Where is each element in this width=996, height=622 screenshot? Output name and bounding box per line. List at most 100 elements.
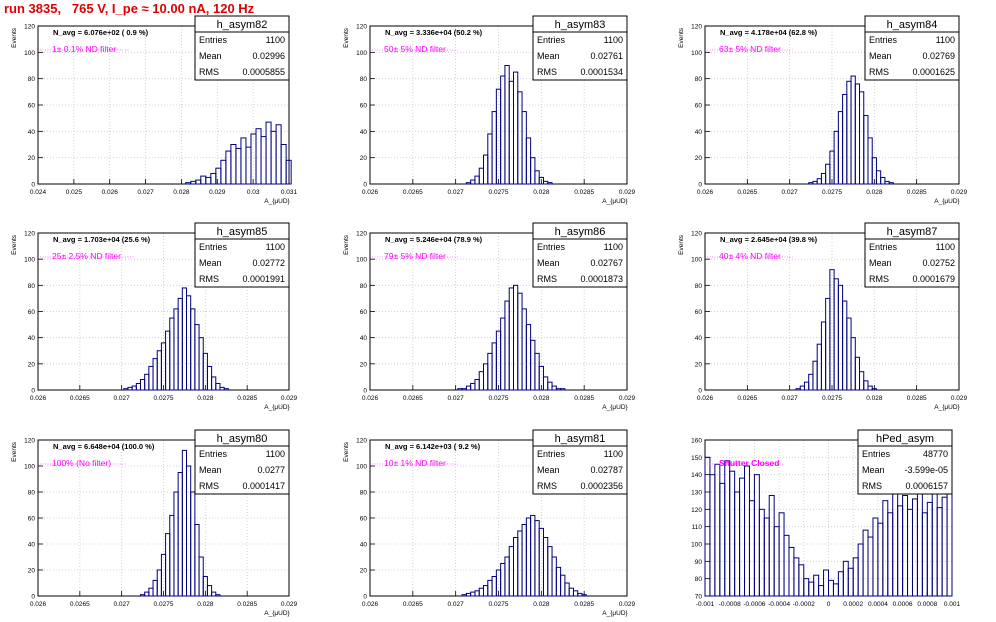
histogram-bar <box>842 560 849 597</box>
histogram-bar <box>210 172 217 185</box>
histogram-bar <box>768 494 775 597</box>
stats-box <box>532 15 628 81</box>
y-tick-label: 80 <box>360 490 368 497</box>
y-tick-label: 40 <box>360 129 368 136</box>
y-tick-label: 20 <box>695 361 703 368</box>
histogram-bar <box>850 75 856 185</box>
histogram-bar <box>744 465 750 597</box>
stats-value-mean: 0.02769 <box>922 51 955 61</box>
histogram-bar <box>714 463 721 597</box>
x-tick-label: 0.0275 <box>489 395 509 402</box>
stats-value-mean: 0.02761 <box>590 51 623 61</box>
x-axis-title: A_{μUD} <box>602 610 628 617</box>
stats-key-mean: Mean <box>537 465 560 475</box>
filter-label: 63± 5% ND filter <box>719 44 781 54</box>
stats-box <box>532 429 628 495</box>
stats-value-rms: 0.0001417 <box>242 481 285 491</box>
histogram-bar <box>470 591 476 597</box>
x-tick-label: 0.026 <box>102 189 119 196</box>
x-tick-label: 0.0275 <box>154 601 174 608</box>
histogram-bar <box>206 585 213 597</box>
histogram-bar <box>198 337 204 391</box>
y-tick-label: 20 <box>360 361 368 368</box>
stats-value-rms: 0.0005855 <box>242 67 285 77</box>
histogram-bar <box>169 514 175 597</box>
histogram-bar <box>152 579 158 597</box>
histogram-name: h_asym83 <box>555 19 606 31</box>
x-tick-label: -0.001 <box>696 601 715 608</box>
y-tick-label: 160 <box>691 438 702 445</box>
histogram-bar <box>215 167 222 185</box>
x-tick-label: 0.0275 <box>489 189 509 196</box>
histogram-bar <box>525 137 532 185</box>
stats-box <box>857 429 953 495</box>
histogram-bar <box>812 180 818 185</box>
histogram-bar <box>887 512 894 597</box>
histogram-bar <box>884 180 890 185</box>
x-tick-label: 0.0285 <box>574 395 594 402</box>
histogram-bar <box>508 287 514 391</box>
filter-label: 50± 5% ND filter <box>384 44 446 54</box>
x-tick-label: 0.026 <box>362 395 379 402</box>
x-tick-label: 0.029 <box>281 601 298 608</box>
histogram-bar <box>521 524 527 597</box>
histogram-bar <box>483 585 489 597</box>
histogram-bar <box>803 381 810 391</box>
panel-h_asym80: 0.026 0.0265 0.027 0.0275 0.028 0.0285 0.029 0 2… <box>11 429 298 617</box>
histogram-bar <box>517 292 523 391</box>
histogram-bar <box>820 172 827 185</box>
histogram-bar <box>825 297 831 391</box>
x-tick-label: 0.0265 <box>70 601 90 608</box>
x-tick-label: 0.028 <box>866 189 883 196</box>
stats-key-entries: Entries <box>537 449 566 459</box>
x-tick-label: 0.027 <box>137 189 154 196</box>
histogram-bar <box>926 501 933 597</box>
x-axis-title: A_{μUD} <box>934 404 960 411</box>
histogram-bar <box>235 147 242 185</box>
stats-key-rms: RMS <box>199 481 219 491</box>
stats-value-rms: 0.0001679 <box>912 274 955 284</box>
histogram-bar <box>816 343 822 391</box>
histogram-bar <box>816 178 822 185</box>
histogram-name: h_asym84 <box>887 19 938 31</box>
y-tick-label: 60 <box>360 309 368 316</box>
x-tick-label: 0.027 <box>114 395 131 402</box>
filter-label: 40± 4% ND filter <box>719 251 781 261</box>
histogram-bar <box>847 567 854 597</box>
y-axis-title: Events <box>11 441 18 462</box>
histogram-bar <box>833 278 839 391</box>
n-avg-label: N_avg = 1.703e+04 (25.6 %) <box>53 235 151 244</box>
y-axis-title: Events <box>11 234 18 255</box>
x-tick-label: 0.027 <box>448 395 465 402</box>
stats-value-mean: 0.02752 <box>922 258 955 268</box>
y-tick-label: 140 <box>691 472 702 479</box>
y-tick-label: 40 <box>360 335 368 342</box>
histogram-name: h_asym81 <box>555 433 606 445</box>
stats-key-entries: Entries <box>537 242 566 252</box>
x-tick-label: -0.0006 <box>743 601 765 608</box>
x-tick-label: 0.0275 <box>489 601 509 608</box>
histogram-bar <box>194 524 200 597</box>
y-tick-label: 100 <box>356 257 367 264</box>
histogram-bar <box>483 363 489 391</box>
filter-label: 1± 0.1% ND filter <box>52 44 116 54</box>
histogram-bar <box>854 356 861 391</box>
histogram-bar <box>888 182 894 185</box>
histogram-bar <box>538 527 544 597</box>
x-axis-title: A_{μUD} <box>602 198 628 205</box>
y-tick-label: 120 <box>691 231 702 238</box>
y-tick-label: 20 <box>28 568 36 575</box>
x-tick-label: 0.029 <box>951 395 968 402</box>
stats-key-entries: Entries <box>537 35 566 45</box>
histogram-bar <box>547 381 553 391</box>
y-tick-label: 80 <box>695 576 703 583</box>
histogram-bar <box>165 330 171 391</box>
y-axis-title: Events <box>343 234 350 255</box>
y-tick-label: 100 <box>356 50 367 57</box>
histogram-bar <box>275 124 282 185</box>
x-tick-label: 0.0275 <box>822 395 842 402</box>
histogram-h_asym84 <box>808 75 894 185</box>
x-tick-label: 0.029 <box>619 395 636 402</box>
y-tick-label: 130 <box>691 490 702 497</box>
stats-key-rms: RMS <box>869 67 889 77</box>
